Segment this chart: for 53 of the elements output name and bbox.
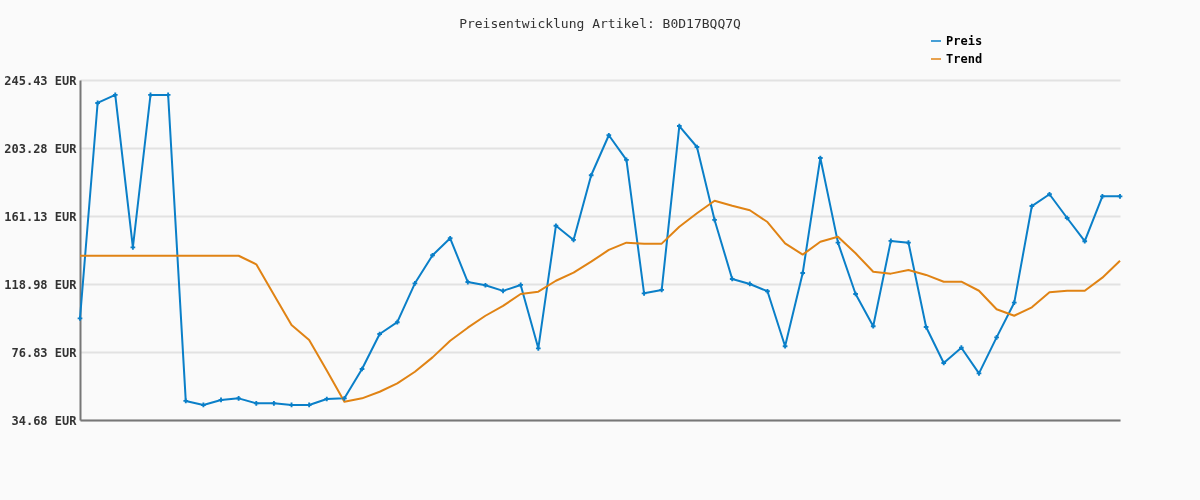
point xyxy=(1117,194,1123,199)
line-series xyxy=(79,199,1121,403)
point xyxy=(518,282,524,288)
point xyxy=(271,401,277,406)
point xyxy=(130,245,136,250)
point xyxy=(712,217,717,223)
legend-label: Trend xyxy=(946,52,983,66)
point xyxy=(1047,191,1052,197)
point xyxy=(412,280,418,286)
point xyxy=(835,240,841,246)
point xyxy=(394,319,400,325)
chart-title: Preisentwicklung Artikel: B0D17BQQ7Q xyxy=(459,16,742,31)
point xyxy=(236,396,241,401)
point xyxy=(588,172,594,178)
point xyxy=(1011,300,1017,306)
legend-label: Preis xyxy=(946,34,983,48)
point xyxy=(729,276,735,282)
point xyxy=(765,288,770,294)
point xyxy=(606,132,612,138)
point xyxy=(465,279,471,285)
point xyxy=(324,396,330,402)
point xyxy=(853,291,858,297)
point xyxy=(483,282,488,288)
point xyxy=(906,240,911,246)
point xyxy=(641,290,647,296)
point xyxy=(342,396,347,401)
y-tick-label: 118.98 EUR xyxy=(4,277,78,292)
point xyxy=(659,287,665,293)
y-tick-label: 203.28 EUR xyxy=(4,141,78,156)
point xyxy=(535,345,541,351)
point xyxy=(377,331,383,337)
point xyxy=(77,315,83,321)
point xyxy=(447,235,453,241)
y-tick-label: 161.13 EUR xyxy=(4,209,78,224)
y-tick-label: 76.83 EUR xyxy=(11,345,78,360)
point xyxy=(800,270,806,276)
point xyxy=(430,252,435,258)
point xyxy=(183,398,189,404)
point xyxy=(112,92,118,98)
point xyxy=(870,323,876,329)
point xyxy=(747,281,753,287)
point xyxy=(994,335,999,340)
y-tick-label: 245.43 EUR xyxy=(4,73,78,88)
point xyxy=(201,402,206,408)
point xyxy=(817,155,823,161)
point xyxy=(1082,238,1088,244)
point xyxy=(95,100,100,106)
point xyxy=(1100,194,1105,199)
point xyxy=(976,371,982,376)
y-tick-label: 34.68 EUR xyxy=(11,413,78,428)
point xyxy=(941,360,947,366)
point xyxy=(253,401,259,406)
point xyxy=(676,123,682,129)
